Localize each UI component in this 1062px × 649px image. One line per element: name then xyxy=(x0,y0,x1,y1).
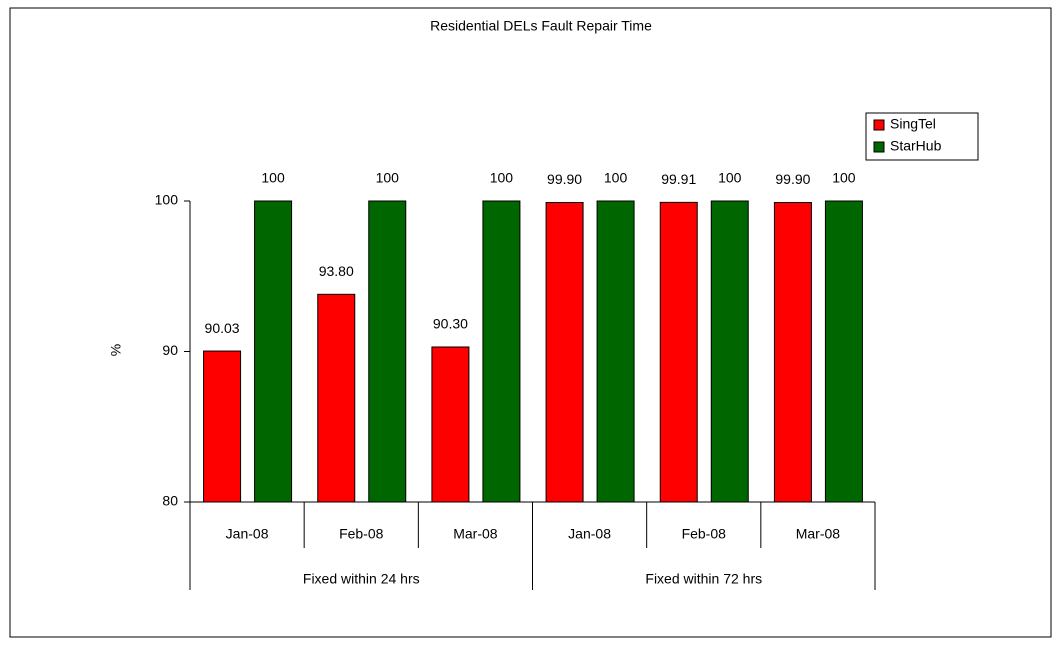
legend-label: StarHub xyxy=(890,138,942,154)
y-tick-label: 90 xyxy=(162,342,178,358)
bar xyxy=(596,200,635,503)
legend-label: SingTel xyxy=(890,116,936,132)
x-tick-label: Feb-08 xyxy=(339,526,384,542)
bar xyxy=(659,201,698,503)
data-label: 90.30 xyxy=(433,316,468,332)
chart-title: Residential DELs Fault Repair Time xyxy=(430,18,652,34)
legend-box xyxy=(865,112,979,161)
x-tick-label: Mar-08 xyxy=(796,526,841,542)
x-tick-label: Jan-08 xyxy=(226,526,269,542)
chart-frame xyxy=(9,7,1052,638)
bar xyxy=(710,200,749,503)
bar xyxy=(254,200,293,503)
bar xyxy=(482,200,521,503)
bar xyxy=(368,200,407,503)
data-label: 100 xyxy=(261,170,285,186)
bar xyxy=(203,350,242,503)
data-label: 100 xyxy=(718,170,742,186)
data-label: 99.90 xyxy=(547,171,582,187)
data-label: 100 xyxy=(604,170,628,186)
x-tick-label: Mar-08 xyxy=(453,526,498,542)
group-label: Fixed within 72 hrs xyxy=(645,571,762,587)
y-tick-label: 80 xyxy=(162,493,178,509)
data-label: 100 xyxy=(376,170,400,186)
bar xyxy=(773,202,812,503)
data-label: 100 xyxy=(490,170,514,186)
data-label: 99.91 xyxy=(661,171,696,187)
group-label: Fixed within 24 hrs xyxy=(303,571,420,587)
bar xyxy=(431,346,470,503)
x-tick-label: Jan-08 xyxy=(568,526,611,542)
data-label: 93.80 xyxy=(319,263,354,279)
data-label: 100 xyxy=(832,170,856,186)
y-axis-label: % xyxy=(108,344,124,356)
x-tick-label: Feb-08 xyxy=(682,526,727,542)
data-label: 99.90 xyxy=(775,171,810,187)
bar xyxy=(317,293,356,503)
data-label: 90.03 xyxy=(205,320,240,336)
legend-swatch xyxy=(873,141,885,153)
y-tick-label: 100 xyxy=(155,192,179,208)
bar xyxy=(545,202,584,503)
bar xyxy=(824,200,863,503)
legend-swatch xyxy=(873,119,885,131)
